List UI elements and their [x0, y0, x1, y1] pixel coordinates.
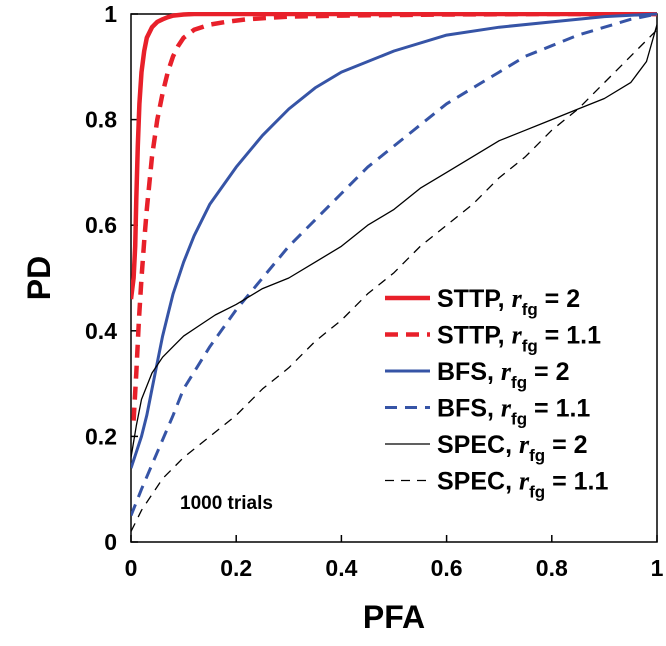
legend-symbol: r: [519, 430, 530, 459]
legend-method: BFS,: [437, 358, 501, 386]
x-axis-label: PFA: [363, 599, 425, 635]
legend-entry: BFS, rfg = 1.1: [437, 394, 590, 429]
series-line-4: [131, 24, 657, 458]
legend-symbol: r: [501, 394, 512, 423]
legend-entry: BFS, rfg = 2: [437, 357, 569, 392]
x-axis-ticks: 0 0.2 0.4 0.6 0.8 1: [125, 535, 664, 581]
series-line-0: [131, 12, 657, 300]
legend-value: = 1.1: [538, 322, 601, 350]
legend-value: = 2: [545, 431, 587, 459]
legend-method: STTP,: [437, 285, 512, 313]
series-line-1: [131, 12, 657, 421]
legend-entry: SPEC, rfg = 1.1: [437, 467, 608, 502]
series-line-2: [131, 12, 657, 469]
annotation-trials: 1000 trials: [180, 493, 273, 514]
y-axis-label: PD: [21, 256, 57, 300]
legend-subscript: fg: [511, 373, 527, 392]
x-tick-label: 1: [651, 555, 664, 581]
legend-entry: SPEC, rfg = 2: [437, 430, 588, 465]
legend-subscript: fg: [522, 337, 538, 356]
legend-method: STTP,: [437, 322, 512, 350]
y-tick-label: 1: [104, 1, 117, 27]
legend-subscript: fg: [529, 446, 545, 465]
x-tick-label: 0.8: [536, 555, 568, 581]
y-tick-label: 0: [104, 529, 117, 555]
series-line-3: [131, 12, 657, 517]
y-axis-ticks: 0 0.2 0.4 0.6 0.8 1: [85, 1, 138, 555]
legend-value: = 1.1: [545, 468, 608, 496]
legend-value: = 2: [527, 358, 569, 386]
legend-symbol: r: [501, 357, 512, 386]
legend-value: = 2: [538, 285, 580, 313]
legend-method: SPEC,: [437, 468, 519, 496]
legend-subscript: fg: [511, 410, 527, 429]
legend-entry: STTP, rfg = 1.1: [437, 321, 601, 356]
series-layer: [131, 12, 657, 532]
legend-symbol: r: [519, 467, 530, 496]
legend-symbol: r: [512, 284, 523, 313]
legend-value: = 1.1: [527, 395, 590, 423]
legend-method: SPEC,: [437, 431, 519, 459]
legend-subscript: fg: [529, 483, 545, 502]
series-line-5: [131, 29, 657, 532]
legend-method: BFS,: [437, 395, 501, 423]
x-tick-label: 0: [125, 555, 138, 581]
x-tick-label: 0.6: [431, 555, 463, 581]
y-tick-label: 0.4: [85, 318, 117, 344]
x-tick-label: 0.2: [220, 555, 252, 581]
y-tick-label: 0.6: [85, 212, 117, 238]
y-tick-label: 0.8: [85, 107, 117, 133]
x-tick-label: 0.4: [325, 555, 357, 581]
legend-subscript: fg: [522, 300, 538, 319]
plot-area-frame: [130, 13, 658, 543]
legend-symbol: r: [512, 321, 523, 350]
legend-entry: STTP, rfg = 2: [437, 284, 580, 319]
y-tick-label: 0.2: [85, 423, 117, 449]
